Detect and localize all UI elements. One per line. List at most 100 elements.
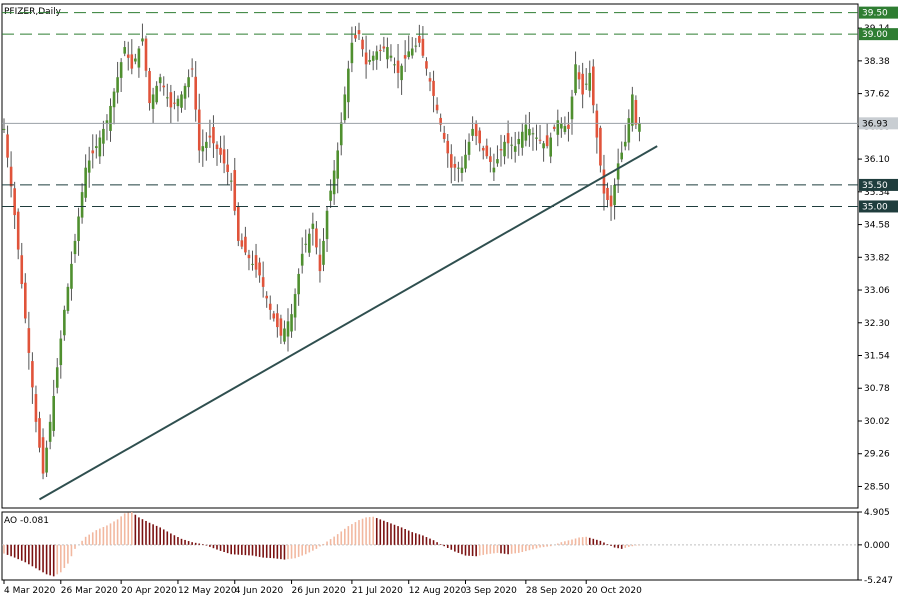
candle-body bbox=[347, 68, 350, 103]
candle-body bbox=[34, 394, 38, 422]
candle-body bbox=[70, 263, 73, 289]
candle-body bbox=[602, 169, 606, 194]
candle-body bbox=[513, 146, 517, 152]
time-tick-label: 21 Jul 2020 bbox=[352, 586, 403, 596]
candle-body bbox=[194, 76, 197, 110]
candle-body bbox=[293, 294, 297, 318]
candle-body bbox=[233, 170, 237, 211]
candle-body bbox=[87, 160, 91, 173]
price-tick-label: 30.02 bbox=[864, 417, 890, 427]
candle-body bbox=[506, 133, 510, 144]
candle-body bbox=[499, 149, 503, 151]
candle-body bbox=[329, 190, 332, 201]
current-price-label: 36.93 bbox=[862, 119, 888, 129]
candle-body bbox=[428, 78, 432, 82]
candle-body bbox=[91, 150, 95, 154]
candle-body bbox=[212, 126, 215, 144]
candle-body bbox=[265, 295, 268, 299]
time-tick-label: 20 Apr 2020 bbox=[121, 586, 177, 596]
candle-body bbox=[304, 243, 308, 245]
candle-body bbox=[396, 60, 400, 73]
candle-body bbox=[254, 255, 258, 270]
candle-body bbox=[616, 163, 620, 180]
candle-body bbox=[219, 147, 222, 155]
candle-body bbox=[300, 253, 304, 266]
candle-body bbox=[357, 30, 361, 35]
level-label-box bbox=[859, 200, 898, 213]
candle-body bbox=[24, 282, 27, 319]
candle-body bbox=[368, 60, 371, 62]
time-tick-label: 4 Jun 2020 bbox=[235, 586, 284, 596]
candle-body bbox=[595, 110, 599, 138]
candle-body bbox=[187, 77, 190, 88]
candle-body bbox=[631, 94, 634, 126]
candle-body bbox=[478, 130, 481, 144]
candle-body bbox=[205, 141, 208, 148]
candle-body bbox=[560, 123, 563, 129]
candle-body bbox=[400, 65, 403, 81]
candle-body bbox=[623, 141, 627, 147]
candle-body bbox=[528, 128, 531, 136]
price-tick-label: 31.54 bbox=[864, 352, 890, 362]
level-label: 35.50 bbox=[862, 181, 888, 191]
candle-body bbox=[144, 38, 148, 71]
level-label: 39.00 bbox=[862, 30, 888, 40]
overlay-lines bbox=[2, 12, 858, 501]
candle-body bbox=[350, 42, 354, 64]
candle-body bbox=[588, 72, 592, 91]
candle-body bbox=[258, 262, 261, 276]
candle-body bbox=[123, 47, 126, 54]
candle-body bbox=[517, 138, 521, 145]
candle-body bbox=[229, 180, 233, 182]
candle-body bbox=[162, 85, 166, 88]
candle-body bbox=[510, 144, 513, 146]
price-tick-label: 32.30 bbox=[864, 319, 890, 329]
candle-body bbox=[251, 263, 254, 265]
candle-body bbox=[570, 96, 574, 120]
candle-body bbox=[638, 123, 641, 132]
candle-body bbox=[95, 146, 98, 149]
candle-body bbox=[371, 55, 375, 61]
candle-body bbox=[63, 309, 66, 336]
candle-body bbox=[364, 52, 368, 65]
candle-body bbox=[471, 128, 474, 136]
candle-body bbox=[48, 421, 52, 442]
candle-body bbox=[173, 102, 176, 104]
candle-body bbox=[318, 254, 322, 272]
candle-body bbox=[268, 303, 272, 310]
candle-body bbox=[98, 137, 102, 157]
candle-body bbox=[283, 328, 286, 342]
candle-body bbox=[59, 338, 63, 366]
price-tick-label: 37.62 bbox=[864, 90, 890, 100]
time-tick-label: 12 Aug 2020 bbox=[409, 586, 467, 596]
candle-body bbox=[382, 46, 386, 49]
candle-body bbox=[169, 92, 173, 108]
candle-body bbox=[2, 128, 6, 130]
candle-body bbox=[496, 159, 499, 164]
candle-body bbox=[112, 91, 116, 108]
price-tick-label: 34.58 bbox=[864, 221, 890, 231]
candle-body bbox=[20, 255, 24, 284]
candle-body bbox=[155, 85, 158, 103]
candle-body bbox=[563, 126, 567, 132]
candle-body bbox=[322, 240, 325, 265]
time-tick-label: 28 Sep 2020 bbox=[526, 586, 583, 596]
candle-body bbox=[116, 77, 119, 93]
ao-histogram bbox=[3, 512, 641, 577]
candle-body bbox=[73, 240, 77, 255]
candle-body bbox=[453, 163, 457, 168]
candle-body bbox=[247, 254, 251, 259]
candle-body bbox=[141, 38, 144, 42]
candle-body bbox=[531, 133, 535, 135]
price-tick-label: 36.10 bbox=[864, 155, 890, 165]
candle-body bbox=[201, 146, 205, 152]
time-tick-label: 26 Mar 2020 bbox=[61, 586, 118, 596]
candle-body bbox=[151, 94, 155, 109]
candle-body bbox=[222, 149, 226, 164]
candle-body bbox=[52, 396, 55, 431]
candle-body bbox=[130, 54, 134, 69]
candle-body bbox=[343, 94, 347, 121]
candle-body bbox=[80, 192, 84, 218]
time-tick-label: 20 Oct 2020 bbox=[586, 586, 642, 596]
candle-body bbox=[450, 154, 453, 168]
